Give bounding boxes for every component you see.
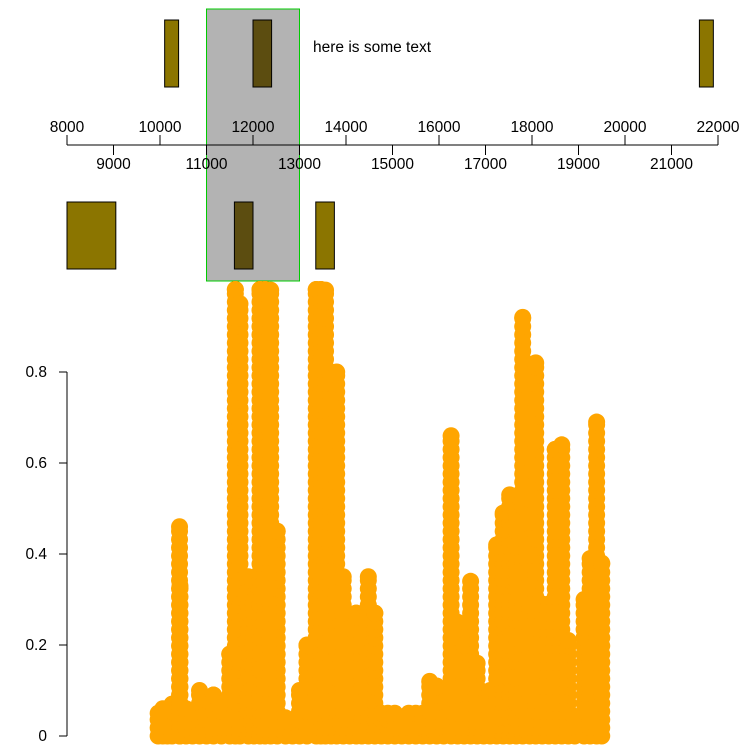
axis-label-bottom-0: 9000 xyxy=(96,156,131,173)
point-50-top xyxy=(468,654,486,672)
scatter-points xyxy=(149,281,611,745)
point-59-top xyxy=(527,354,545,372)
top-feature-2 xyxy=(698,19,714,88)
top-feature-track xyxy=(164,19,714,88)
point-34-top xyxy=(359,568,377,586)
bottom-feature-track xyxy=(66,201,335,270)
point-5-top xyxy=(171,577,189,595)
axis-label-bottom-1: 11000 xyxy=(186,156,228,173)
axis-label-bottom-6: 21000 xyxy=(650,156,693,173)
point-27-top xyxy=(317,281,335,299)
point-20-top xyxy=(268,522,286,540)
bottom-feature-1 xyxy=(233,201,254,270)
point-57-top xyxy=(514,308,532,326)
y-tick-label-3: 0.6 xyxy=(25,455,47,472)
y-axis: 0 0.2 0.4 0.6 0.8 xyxy=(25,364,68,745)
axis-label-bottom-3: 15000 xyxy=(371,156,414,173)
point-68-top xyxy=(588,413,606,431)
axis-label-top-2: 12000 xyxy=(231,119,274,136)
point-46-top xyxy=(442,427,460,445)
axis-label-top-4: 16000 xyxy=(417,119,460,136)
y-tick-label-0: 0 xyxy=(38,728,47,745)
point-4-top xyxy=(171,518,189,536)
point-63-top xyxy=(553,436,571,454)
axis-label-top-0: 8000 xyxy=(50,119,85,136)
point-49-top xyxy=(462,572,480,590)
y-tick-label-1: 0.2 xyxy=(25,637,47,654)
axis-label-top-3: 14000 xyxy=(324,119,367,136)
point-55-top xyxy=(501,486,519,504)
y-tick-label-2: 0.4 xyxy=(25,546,47,563)
point-29-top xyxy=(328,363,346,381)
annotation-text: here is some text xyxy=(313,39,432,56)
point-64-top xyxy=(559,631,577,649)
axis-label-top-6: 20000 xyxy=(603,119,646,136)
point-69-top xyxy=(593,554,611,572)
y-tick-label-4: 0.8 xyxy=(25,364,47,381)
axis-label-top-1: 10000 xyxy=(138,119,181,136)
axis-label-bottom-4: 17000 xyxy=(464,156,507,173)
axis-label-top-5: 18000 xyxy=(510,119,553,136)
point-19-top xyxy=(262,281,280,299)
point-44-top xyxy=(428,677,446,695)
point-13-top xyxy=(226,281,244,298)
point-14-top xyxy=(231,295,249,313)
top-feature-0 xyxy=(164,19,180,88)
axis-label-bottom-5: 19000 xyxy=(557,156,600,173)
point-30-top xyxy=(334,568,352,586)
axis-label-bottom-2: 13000 xyxy=(278,156,321,173)
point-35-top xyxy=(366,604,384,622)
genome-axis: 8000 10000 12000 14000 16000 18000 20000 22000 9… xyxy=(50,119,740,173)
bottom-feature-2 xyxy=(315,201,335,270)
point-47-top xyxy=(449,613,467,631)
bottom-feature-0 xyxy=(66,201,117,270)
top-feature-1 xyxy=(252,19,273,88)
axis-label-top-7: 22000 xyxy=(696,119,739,136)
